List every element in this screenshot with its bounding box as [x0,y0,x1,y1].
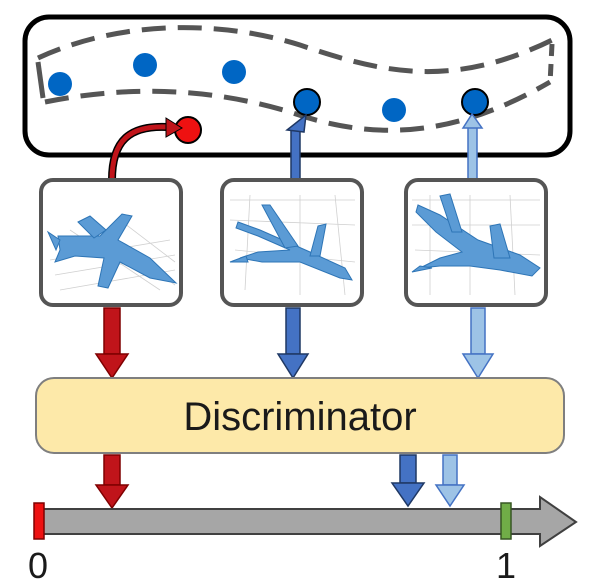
score-min-marker [33,502,45,540]
score-axis: 0 1 [28,495,578,585]
thumbnail-fake-fighter [39,178,183,307]
score-min-label: 0 [28,545,48,585]
discriminator-label: Discriminator [183,395,416,439]
latent-sample-dot [222,60,246,84]
input-arrow-real-b [461,307,495,380]
latent-sample-dot-selected [293,88,321,116]
airplane-icon [411,193,541,277]
manifold-right-edge [547,43,555,85]
thumbnail-airliner-b [404,178,548,307]
score-max-label: 1 [496,545,516,585]
input-arrow-real-a [276,307,310,380]
latent-sample-dot [133,53,157,77]
manifold-lower-boundary [44,79,552,133]
latent-space-panel [22,14,573,158]
off-manifold-arrow [108,117,183,181]
score-max-marker [500,502,512,540]
score-axis-bar [39,495,578,548]
output-arrow-fake [94,454,130,510]
latent-sample-dot [382,98,406,122]
airplane-icon [229,204,353,281]
input-arrow-fake [94,307,130,380]
on-manifold-arrow-a [285,113,307,181]
manifold-left-edge [35,61,46,99]
latent-sample-dot [48,72,72,96]
discriminator-block: Discriminator [35,377,565,454]
output-arrow-real-b [434,454,466,508]
manifold-upper-boundary [36,25,554,75]
output-arrow-real-a [390,454,426,508]
thumbnail-airliner-a [220,178,364,307]
airplane-icon [46,213,178,289]
latent-sample-dot-selected [461,88,489,116]
